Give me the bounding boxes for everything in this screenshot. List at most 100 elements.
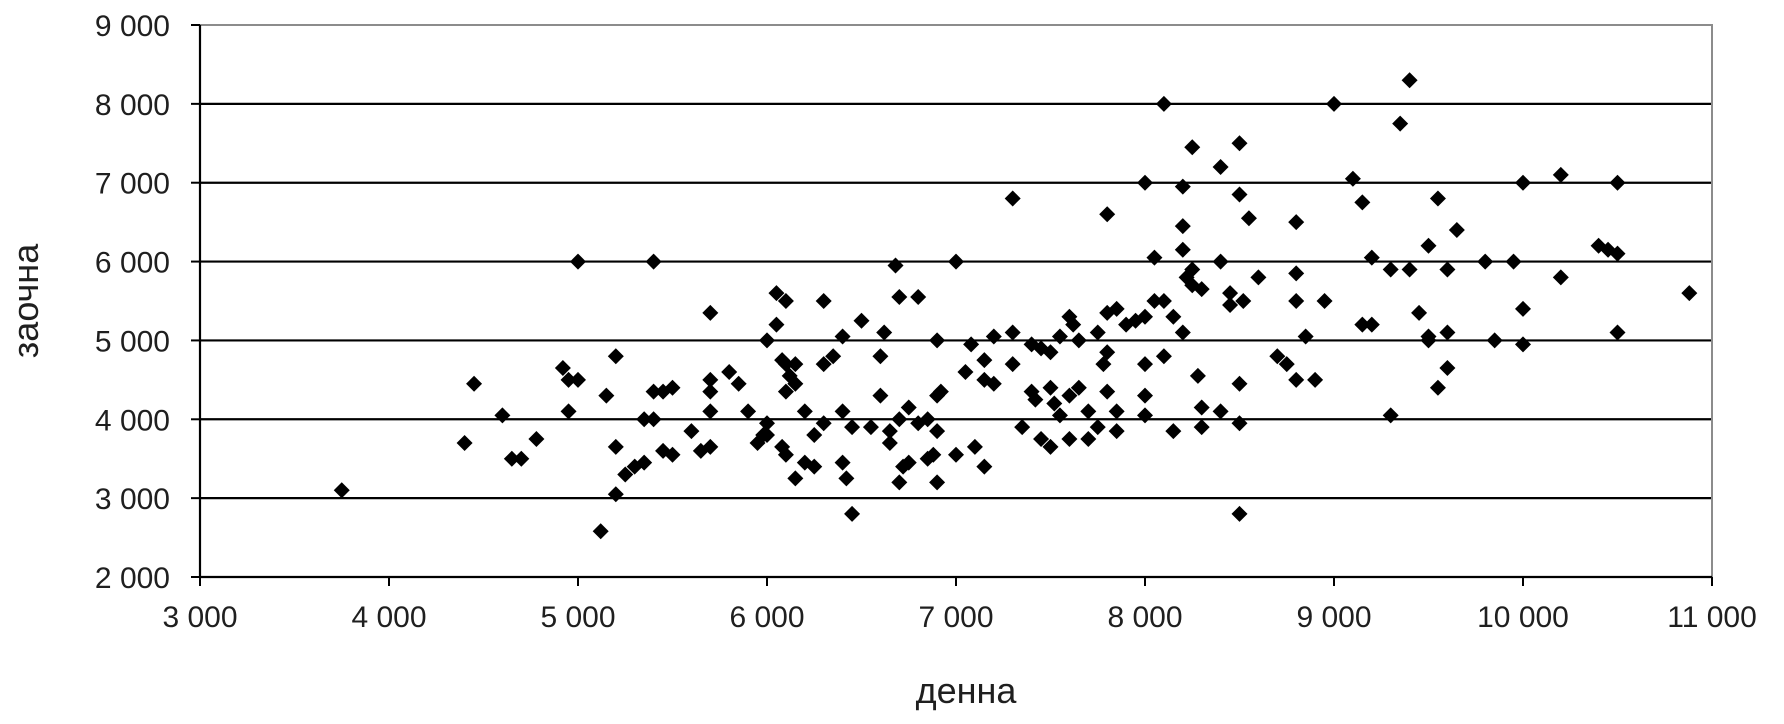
data-point <box>554 360 571 377</box>
data-point <box>1288 265 1305 282</box>
gridlines <box>200 102 1712 500</box>
data-point <box>1189 367 1206 384</box>
data-point <box>1420 237 1437 254</box>
data-point <box>1401 72 1418 89</box>
data-point <box>1609 174 1626 191</box>
data-point <box>1363 249 1380 266</box>
data-point <box>560 403 577 420</box>
y-tick-label-3: 5 000 <box>95 325 170 358</box>
data-point <box>1095 356 1112 373</box>
y-tick-label-4: 6 000 <box>95 247 170 280</box>
data-point <box>1269 348 1286 365</box>
data-point <box>815 293 832 309</box>
x-axis-title: денна <box>916 670 1018 711</box>
data-point <box>929 332 946 349</box>
data-point <box>1051 328 1068 345</box>
data-point <box>759 332 775 349</box>
data-point <box>636 411 653 428</box>
y-tick-label-0: 2 000 <box>95 562 170 595</box>
x-tick-label-8: 11 000 <box>1667 601 1757 634</box>
data-point <box>881 423 898 440</box>
data-point <box>1401 261 1418 278</box>
data-point <box>1515 336 1531 353</box>
data-point <box>1439 360 1456 377</box>
data-point <box>787 470 804 487</box>
data-point <box>1411 304 1428 321</box>
data-point <box>702 403 719 420</box>
data-point <box>1004 190 1021 207</box>
data-point <box>1316 293 1333 309</box>
data-point <box>645 253 662 270</box>
data-point <box>948 253 964 270</box>
data-point <box>1486 332 1503 349</box>
data-point <box>1307 371 1324 388</box>
data-point <box>1193 419 1210 436</box>
data-point <box>1099 344 1116 361</box>
data-point <box>503 450 520 467</box>
data-point <box>1515 300 1531 317</box>
data-point <box>1212 253 1229 270</box>
data-point <box>1080 403 1097 420</box>
data-point <box>1099 383 1116 400</box>
data-point <box>1174 178 1191 195</box>
data-point <box>1231 505 1248 522</box>
data-point <box>1212 403 1229 420</box>
data-point <box>1231 186 1248 203</box>
data-point <box>1089 324 1106 341</box>
data-point <box>985 375 1002 392</box>
data-point <box>1165 308 1182 325</box>
data-point <box>740 403 757 420</box>
data-point <box>702 304 719 321</box>
data-point <box>844 505 861 522</box>
x-tick-label-1: 4 000 <box>351 601 426 634</box>
y-tick-label-1: 3 000 <box>95 483 170 516</box>
data-point <box>925 446 942 463</box>
data-point <box>636 454 653 471</box>
x-tick-label-3: 6 000 <box>729 601 804 634</box>
data-point <box>1046 395 1063 412</box>
data-point <box>815 415 832 432</box>
data-point <box>1174 218 1191 235</box>
data-point <box>560 371 577 388</box>
data-point <box>844 419 861 436</box>
data-point <box>1420 328 1437 345</box>
data-point <box>862 419 879 436</box>
data-point <box>1515 174 1531 191</box>
data-point <box>1004 356 1021 373</box>
data-point <box>1014 419 1031 436</box>
data-point <box>702 438 719 455</box>
data-point <box>1429 379 1446 396</box>
data-point <box>759 415 775 432</box>
data-point <box>1354 316 1371 333</box>
data-point <box>592 523 609 540</box>
data-point <box>1042 379 1059 396</box>
data-point <box>891 289 908 306</box>
data-point <box>872 387 889 404</box>
data-point <box>333 482 350 499</box>
data-point <box>1137 174 1153 191</box>
data-point <box>1137 308 1153 325</box>
data-point <box>787 356 804 373</box>
data-point <box>1051 407 1068 424</box>
data-point <box>1392 115 1409 132</box>
data-point <box>1061 387 1078 404</box>
data-point <box>957 363 974 380</box>
data-point <box>1108 423 1125 440</box>
x-tick-label-0: 3 000 <box>162 601 237 634</box>
data-point <box>872 348 889 365</box>
data-point <box>963 336 980 353</box>
data-point <box>598 387 615 404</box>
y-axis-title: заочна <box>5 243 46 358</box>
data-point <box>1552 269 1569 286</box>
y-tick-label-6: 8 000 <box>95 89 170 122</box>
data-point <box>1146 249 1163 266</box>
data-point <box>985 328 1002 345</box>
data-point <box>881 434 898 451</box>
data-point <box>645 383 662 400</box>
data-point <box>528 431 545 447</box>
data-point <box>1184 261 1201 278</box>
data-point <box>1099 206 1116 223</box>
data-point <box>1363 316 1380 333</box>
x-tick-label-7: 10 000 <box>1477 601 1569 634</box>
